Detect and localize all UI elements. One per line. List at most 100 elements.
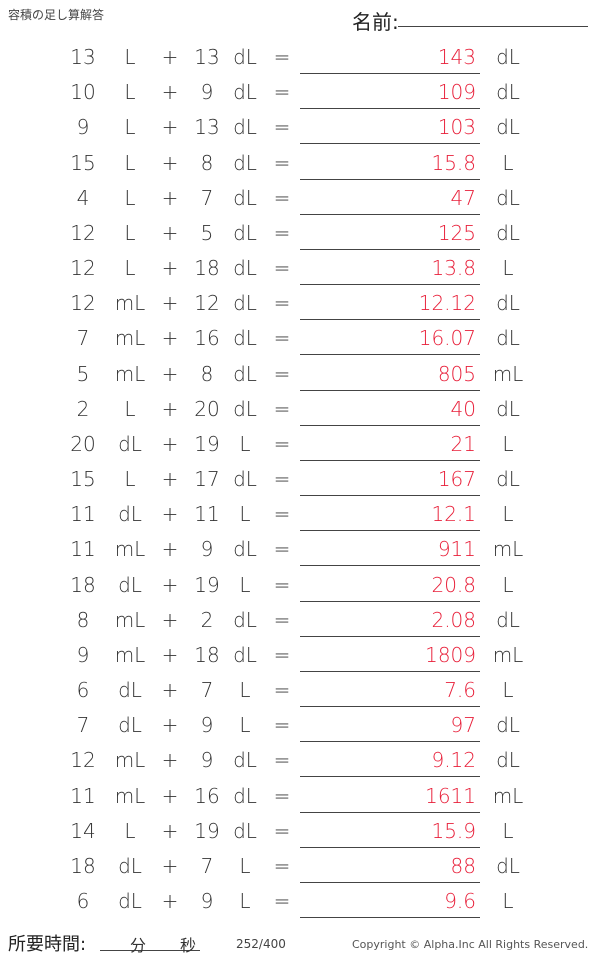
name-field[interactable] xyxy=(398,26,588,27)
equals-sign: = xyxy=(273,889,291,914)
second-number: 16 xyxy=(194,783,220,808)
copyright: Copyright © Alpha.Inc All Rights Reserve… xyxy=(352,938,589,951)
second-unit: dL xyxy=(233,291,257,316)
first-number: 4 xyxy=(76,185,90,210)
answer-unit: dL xyxy=(496,853,520,878)
problem-row: 18 dL +7 L = 88 dL xyxy=(0,849,600,884)
second-number: 8 xyxy=(200,361,214,386)
plus-sign: + xyxy=(161,291,179,316)
answer-unit: dL xyxy=(496,45,520,69)
second-number: 9 xyxy=(200,80,214,105)
answer-line[interactable] xyxy=(300,917,480,919)
answer-line[interactable] xyxy=(300,143,480,145)
first-unit: L xyxy=(124,220,136,245)
answer-unit: dL xyxy=(496,748,520,773)
equals-sign: = xyxy=(273,185,291,210)
equals-sign: = xyxy=(273,572,291,597)
problem-row: 20 dL +19 L = 21 L xyxy=(0,427,600,462)
second-number: 12 xyxy=(194,291,220,316)
plus-sign: + xyxy=(161,115,179,140)
problem-row: 12 mL +12 dL = 12.12 dL xyxy=(0,286,600,321)
time-field[interactable] xyxy=(100,950,200,951)
second-number: 19 xyxy=(194,572,220,597)
plus-sign: + xyxy=(161,853,179,878)
first-unit: mL xyxy=(114,326,146,351)
first-unit: mL xyxy=(114,783,146,808)
answer-line[interactable] xyxy=(300,600,480,602)
problem-row: 5 mL +8 dL = 805 mL xyxy=(0,357,600,392)
second-unit: dL xyxy=(233,748,257,773)
answer: 12.1 xyxy=(431,502,476,527)
answer-line[interactable] xyxy=(300,706,480,708)
answer-line[interactable] xyxy=(300,635,480,637)
answer-line[interactable] xyxy=(300,319,480,321)
plus-sign: + xyxy=(161,185,179,210)
plus-sign: + xyxy=(161,818,179,843)
equals-sign: = xyxy=(273,396,291,421)
answer-line[interactable] xyxy=(300,284,480,286)
plus-sign: + xyxy=(161,502,179,527)
answer-line[interactable] xyxy=(300,213,480,215)
equals-sign: = xyxy=(273,818,291,843)
answer-unit: dL xyxy=(496,220,520,245)
answer: 88 xyxy=(450,853,476,878)
answer: 15.8 xyxy=(431,150,476,175)
first-unit: L xyxy=(124,150,136,175)
second-unit: dL xyxy=(233,45,257,69)
first-number: 10 xyxy=(70,80,96,105)
first-unit: mL xyxy=(114,607,146,632)
plus-sign: + xyxy=(161,467,179,492)
answer-line[interactable] xyxy=(300,495,480,497)
answer: 125 xyxy=(437,220,476,245)
plus-sign: + xyxy=(161,396,179,421)
second-unit: dL xyxy=(233,467,257,492)
answer-line[interactable] xyxy=(300,530,480,532)
answer: 109 xyxy=(437,80,476,105)
problem-row: 15 L +8 dL = 15.8 L xyxy=(0,146,600,181)
answer-line[interactable] xyxy=(300,846,480,848)
second-unit: dL xyxy=(233,115,257,140)
equals-sign: = xyxy=(273,537,291,562)
equals-sign: = xyxy=(273,150,291,175)
page-number: 252/400 xyxy=(236,937,286,951)
plus-sign: + xyxy=(161,889,179,914)
plus-sign: + xyxy=(161,80,179,105)
second-number: 19 xyxy=(194,431,220,456)
second-unit: dL xyxy=(233,326,257,351)
first-number: 12 xyxy=(70,748,96,773)
first-unit: dL xyxy=(118,853,142,878)
answer-line[interactable] xyxy=(300,741,480,743)
answer-line[interactable] xyxy=(300,670,480,672)
answer-line[interactable] xyxy=(300,354,480,356)
answer-line[interactable] xyxy=(300,565,480,567)
answer-line[interactable] xyxy=(300,73,480,74)
second-number: 18 xyxy=(194,256,220,281)
answer-unit: L xyxy=(502,572,514,597)
answer: 21 xyxy=(450,431,476,456)
equals-sign: = xyxy=(273,678,291,703)
plus-sign: + xyxy=(161,642,179,667)
answer-line[interactable] xyxy=(300,811,480,813)
answer-unit: L xyxy=(502,256,514,281)
answer-line[interactable] xyxy=(300,248,480,250)
answer-line[interactable] xyxy=(300,178,480,180)
first-number: 13 xyxy=(70,45,96,69)
answer: 167 xyxy=(437,467,476,492)
first-unit: mL xyxy=(114,748,146,773)
answer-line[interactable] xyxy=(300,108,480,110)
answer: 47 xyxy=(450,185,476,210)
answer-line[interactable] xyxy=(300,389,480,391)
answer-unit: L xyxy=(502,678,514,703)
equals-sign: = xyxy=(273,115,291,140)
first-number: 11 xyxy=(70,783,96,808)
answer: 805 xyxy=(437,361,476,386)
first-number: 11 xyxy=(70,537,96,562)
first-number: 14 xyxy=(70,818,96,843)
problem-row: 8 mL +2 dL = 2.08 dL xyxy=(0,603,600,638)
answer-unit: mL xyxy=(492,783,524,808)
answer-line[interactable] xyxy=(300,459,480,461)
answer-line[interactable] xyxy=(300,424,480,426)
answer-line[interactable] xyxy=(300,776,480,778)
second-unit: dL xyxy=(233,396,257,421)
answer-line[interactable] xyxy=(300,881,480,883)
